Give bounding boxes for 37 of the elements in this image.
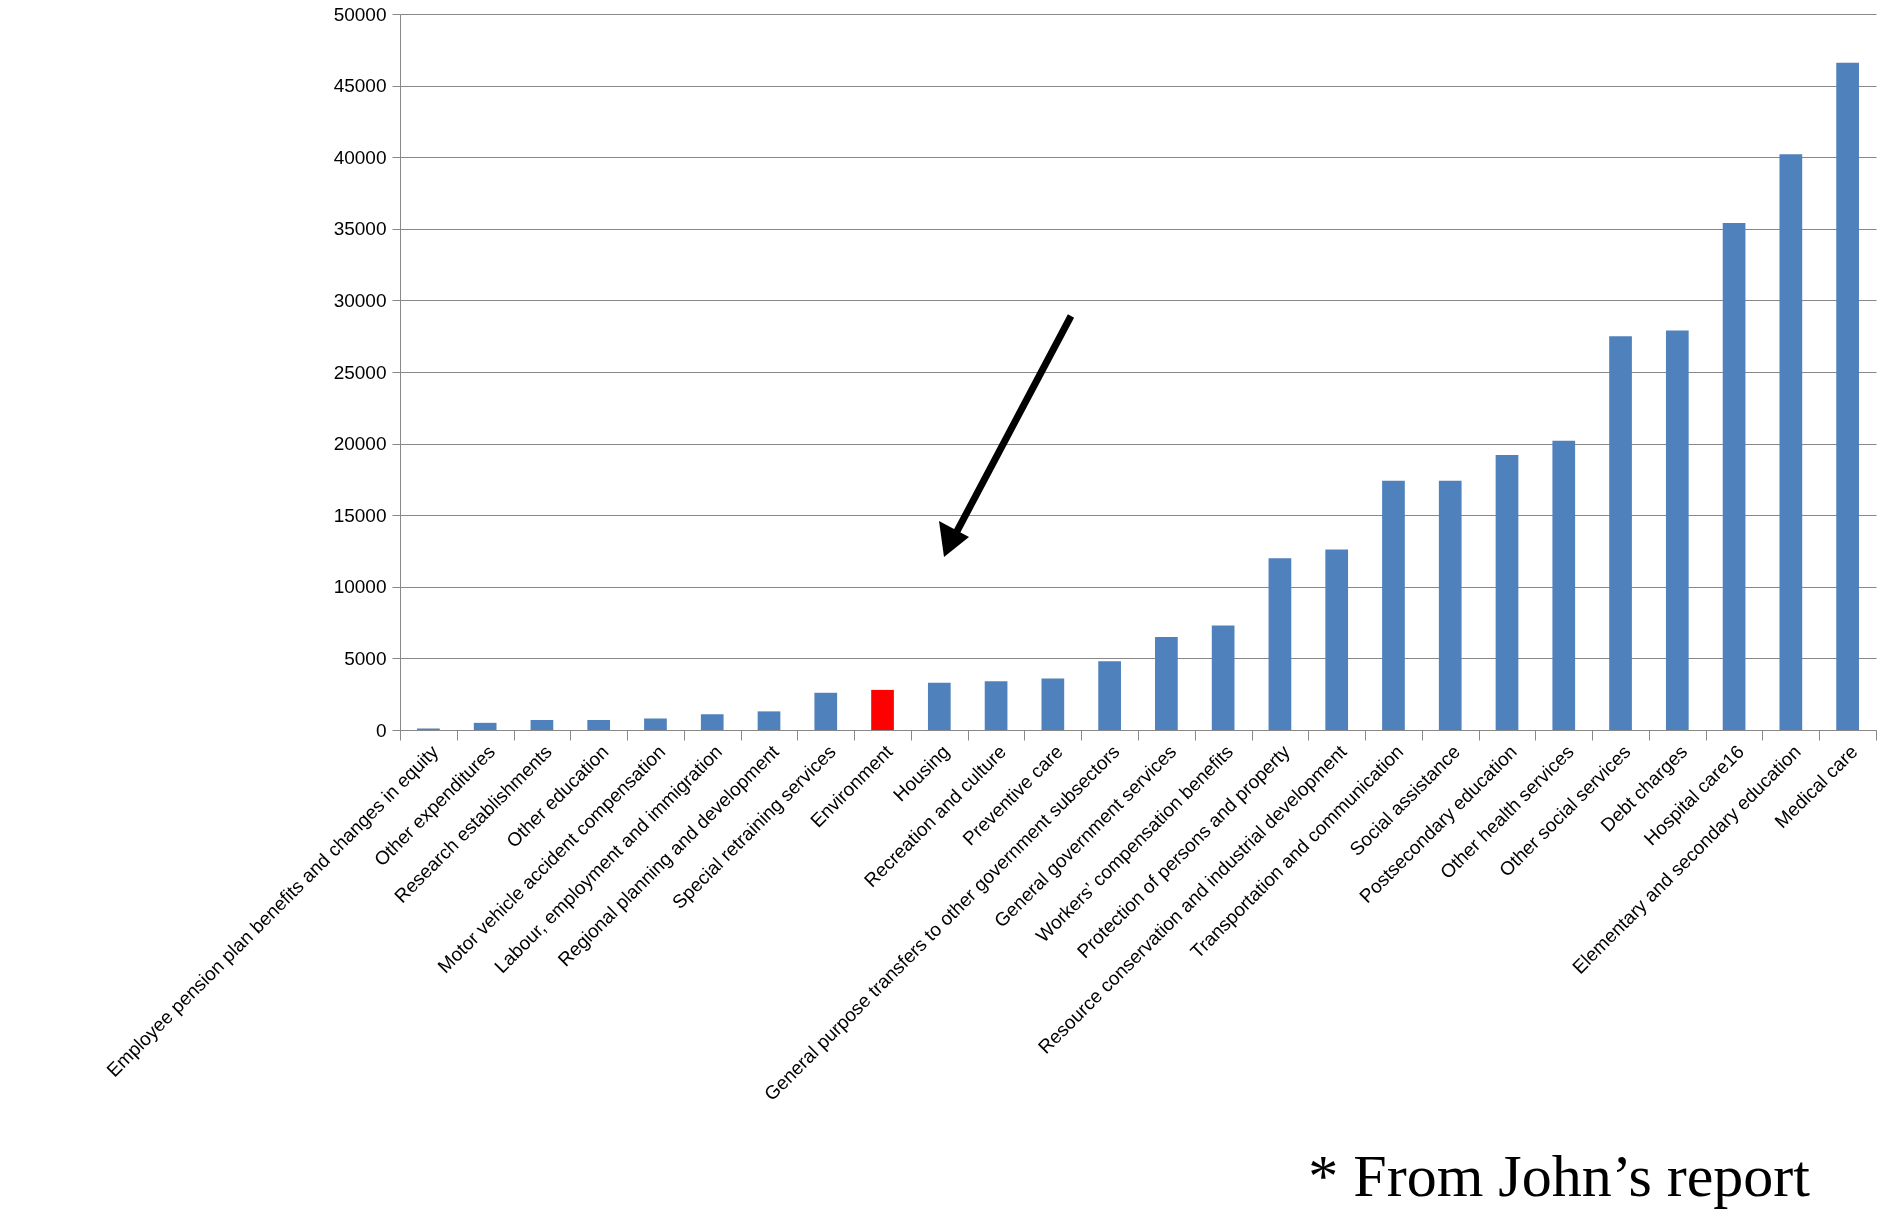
text: * From John’s report xyxy=(1308,1142,1810,1211)
bar xyxy=(1779,154,1803,730)
y-tick-label: 30000 xyxy=(333,289,387,311)
y-tick-label: 25000 xyxy=(333,361,387,383)
bar xyxy=(1552,440,1576,730)
bar xyxy=(814,692,838,730)
y-tick-label: 15000 xyxy=(333,504,387,526)
bar xyxy=(1325,549,1349,730)
bar xyxy=(1098,661,1121,730)
bar xyxy=(1268,558,1292,730)
y-tick-label: 10000 xyxy=(333,576,387,598)
bar xyxy=(984,681,1008,730)
bar xyxy=(1211,625,1235,730)
y-tick-label: 0 xyxy=(375,719,387,741)
bar xyxy=(1438,480,1462,730)
bar xyxy=(871,689,894,730)
bar xyxy=(1609,336,1632,730)
bar xyxy=(757,711,781,730)
bar xyxy=(1495,455,1519,730)
bar xyxy=(927,682,951,730)
y-tick-label: 40000 xyxy=(333,146,387,168)
bar xyxy=(1155,636,1178,730)
y-tick-label: 5000 xyxy=(344,647,387,669)
bar xyxy=(1382,480,1405,730)
y-tick-label: 20000 xyxy=(333,433,387,455)
y-tick-label: 45000 xyxy=(333,75,387,97)
bar xyxy=(1041,678,1065,730)
bar xyxy=(1836,62,1859,730)
bar xyxy=(530,719,554,730)
bar xyxy=(1722,223,1746,730)
y-tick-label: 35000 xyxy=(333,218,387,240)
bar xyxy=(587,719,611,730)
bar xyxy=(473,722,497,730)
bar xyxy=(700,714,724,730)
bar xyxy=(1665,330,1689,730)
bar xyxy=(644,718,667,730)
y-tick-label: 50000 xyxy=(333,3,387,25)
